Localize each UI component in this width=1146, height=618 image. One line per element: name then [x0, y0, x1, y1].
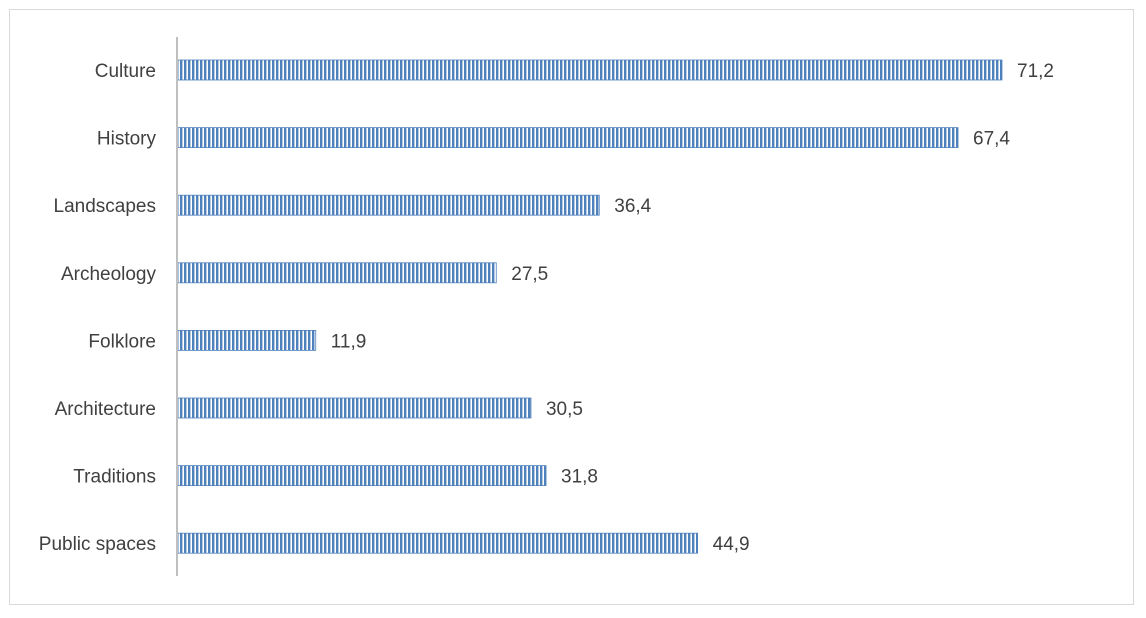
category-label: Landscapes	[54, 196, 156, 217]
bar-architecture	[177, 397, 532, 419]
bar-landscapes	[177, 194, 600, 216]
value-label: 27,5	[511, 264, 548, 285]
value-label: 44,9	[713, 534, 750, 555]
value-label: 30,5	[546, 399, 583, 420]
value-label: 36,4	[614, 196, 651, 217]
value-label: 11,9	[331, 331, 367, 352]
category-label: Culture	[95, 61, 156, 82]
bar-history	[177, 127, 959, 148]
value-label: 71,2	[1017, 61, 1054, 82]
category-label: Public spaces	[39, 534, 156, 555]
bar-culture	[177, 59, 1003, 81]
value-label: 31,8	[561, 467, 598, 488]
category-label: Archeology	[61, 264, 157, 285]
bar-traditions	[177, 465, 547, 487]
category-label: Traditions	[73, 467, 156, 488]
labels-layer: Culture 71,2 History 67,4 Landscapes 36,4 Arch…	[39, 61, 1054, 555]
bar-folklore	[177, 329, 317, 351]
category-label: Architecture	[55, 399, 156, 420]
bars-layer	[177, 59, 1003, 554]
value-label: 67,4	[973, 129, 1010, 150]
category-label: History	[97, 129, 157, 150]
category-label: Folklore	[88, 331, 156, 352]
bar-public-spaces	[177, 532, 699, 554]
chart-area	[9, 9, 1134, 605]
bar-archeology	[177, 262, 497, 284]
